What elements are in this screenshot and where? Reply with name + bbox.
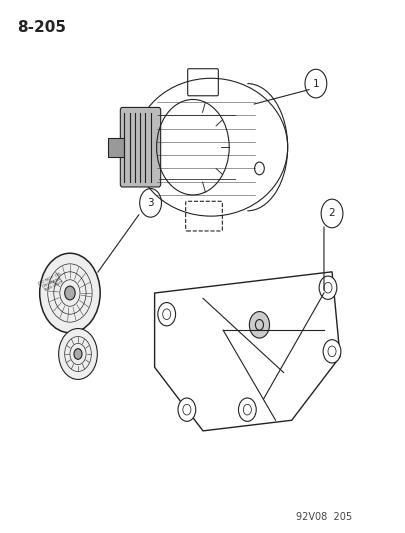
Circle shape: [249, 312, 269, 338]
Text: 92V08  205: 92V08 205: [295, 512, 351, 522]
Text: 3: 3: [147, 198, 153, 208]
Circle shape: [64, 286, 75, 300]
FancyBboxPatch shape: [120, 108, 160, 187]
Circle shape: [58, 328, 97, 379]
Circle shape: [158, 303, 175, 326]
Circle shape: [238, 398, 256, 421]
Circle shape: [177, 398, 195, 421]
Circle shape: [318, 276, 336, 300]
Text: 2: 2: [328, 208, 335, 219]
Text: DO NOT OIL
ORGRASE
THIS UNIT: DO NOT OIL ORGRASE THIS UNIT: [37, 271, 66, 294]
Circle shape: [40, 253, 100, 333]
Circle shape: [322, 340, 340, 363]
Text: 1: 1: [312, 78, 318, 88]
Circle shape: [74, 349, 82, 359]
Bar: [108, 138, 124, 157]
Text: 8-205: 8-205: [17, 20, 66, 35]
